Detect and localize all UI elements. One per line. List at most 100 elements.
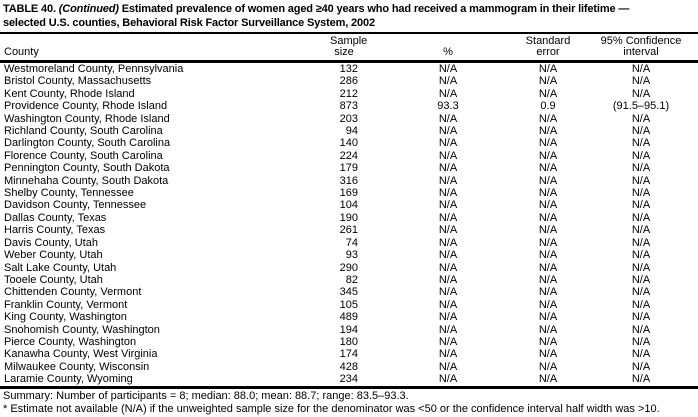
cell-percent: N/A <box>438 125 458 138</box>
cell-sample-size: 212 <box>339 87 358 100</box>
cell-percent: N/A <box>438 261 458 274</box>
column-header-sample-size: Sample size <box>330 34 390 63</box>
header-line1: Sample <box>330 35 368 47</box>
cell-standard-error: N/A <box>538 162 558 175</box>
header-line2: % <box>443 45 453 58</box>
cell-sample-size: 74 <box>345 236 358 249</box>
cell-percent: N/A <box>438 348 458 361</box>
cell-percent: N/A <box>438 199 458 212</box>
cell-confidence-interval: N/A <box>631 348 651 361</box>
title-line2: selected U.S. counties, Behavioral Risk … <box>3 17 375 29</box>
cell-confidence-interval: N/A <box>631 149 651 162</box>
cell-percent: N/A <box>438 360 458 373</box>
cell-standard-error: N/A <box>538 261 558 274</box>
cell-percent: N/A <box>438 112 458 125</box>
cell-confidence-interval: N/A <box>631 199 651 212</box>
cell-percent: N/A <box>438 87 458 100</box>
cell-confidence-interval: N/A <box>631 75 651 88</box>
cell-confidence-interval: N/A <box>631 63 651 75</box>
cell-standard-error: N/A <box>538 348 558 361</box>
cell-percent: N/A <box>438 298 458 311</box>
cell-standard-error: N/A <box>538 298 558 311</box>
prevalence-table: County Sample size % Standard error 95% … <box>0 34 698 386</box>
header-line1 <box>390 36 506 47</box>
cell-county: Laramie County, Wyoming <box>4 373 133 386</box>
cell-confidence-interval: N/A <box>631 125 651 138</box>
cell-sample-size: 179 <box>339 162 358 175</box>
table-row: Shelby County, Tennessee 169 N/A N/A N/A <box>0 187 698 199</box>
cell-confidence-interval: N/A <box>631 335 651 348</box>
cell-percent: 93.3 <box>437 100 459 113</box>
table-row: Salt Lake County, Utah 290 N/A N/A N/A <box>0 262 698 274</box>
cell-sample-size: 234 <box>339 373 358 386</box>
table-row: Chittenden County, Vermont 345 N/A N/A N/A <box>0 286 698 298</box>
cell-sample-size: 82 <box>345 273 358 286</box>
cell-standard-error: N/A <box>538 174 558 187</box>
table-row: Harris County, Texas 261 N/A N/A N/A <box>0 224 698 236</box>
header-line2: error <box>536 45 560 58</box>
cell-county: Kent County, Rhode Island <box>4 87 135 100</box>
cell-confidence-interval: N/A <box>631 360 651 373</box>
cell-sample-size: 174 <box>339 348 358 361</box>
table-row: Milwaukee County, Wisconsin 428 N/A N/A N/A <box>0 361 698 373</box>
cell-standard-error: N/A <box>538 236 558 249</box>
cell-standard-error: N/A <box>538 137 558 150</box>
cell-sample-size: 286 <box>339 75 358 88</box>
cell-confidence-interval: N/A <box>631 236 651 249</box>
cell-standard-error: N/A <box>538 112 558 125</box>
table-row: Darlington County, South Carolina 140 N/A N… <box>0 137 698 149</box>
column-header-standard-error: Standard error <box>506 34 590 63</box>
table-row: Pennington County, South Dakota 179 N/A N/A… <box>0 162 698 174</box>
header-line1: 95% Confidence <box>600 35 682 47</box>
cell-county: Shelby County, Tennessee <box>4 187 134 200</box>
table-row: King County, Washington 489 N/A N/A N/A <box>0 311 698 323</box>
cell-sample-size: 104 <box>339 199 358 212</box>
cell-sample-size: 93 <box>345 249 358 262</box>
column-header-county: County <box>0 34 330 63</box>
table-row: Laramie County, Wyoming 234 N/A N/A N/A <box>0 373 698 385</box>
cell-county: Providence County, Rhode Island <box>4 100 168 113</box>
cell-confidence-interval: N/A <box>631 311 651 324</box>
cell-sample-size: 345 <box>339 286 358 299</box>
cell-sample-size: 290 <box>339 261 358 274</box>
cell-sample-size: 428 <box>339 360 358 373</box>
cell-percent: N/A <box>438 323 458 336</box>
cell-standard-error: N/A <box>538 323 558 336</box>
cell-sample-size: 132 <box>339 63 358 75</box>
cell-sample-size: 194 <box>339 323 358 336</box>
table-title: TABLE 40. (Continued) Estimated prevalen… <box>0 0 698 34</box>
cell-percent: N/A <box>438 273 458 286</box>
cell-standard-error: N/A <box>538 75 558 88</box>
cell-percent: N/A <box>438 236 458 249</box>
cell-county: Pennington County, South Dakota <box>4 162 170 175</box>
cell-county: Harris County, Texas <box>4 224 106 237</box>
table-row: Bristol County, Massachusetts 286 N/A N/A N/… <box>0 75 698 87</box>
title-line1: TABLE 40. (Continued) Estimated prevalen… <box>3 3 629 15</box>
cell-county: Salt Lake County, Utah <box>4 261 117 274</box>
cell-standard-error: N/A <box>538 286 558 299</box>
cell-percent: N/A <box>438 311 458 324</box>
cell-confidence-interval: N/A <box>631 273 651 286</box>
table-row: Pierce County, Washington 180 N/A N/A N/A <box>0 336 698 348</box>
header-row: County Sample size % Standard error 95% … <box>0 34 698 63</box>
cell-standard-error: N/A <box>538 249 558 262</box>
cell-standard-error: N/A <box>538 335 558 348</box>
cell-percent: N/A <box>438 63 458 75</box>
cell-confidence-interval: N/A <box>631 162 651 175</box>
cell-standard-error: N/A <box>538 311 558 324</box>
cell-confidence-interval: N/A <box>631 112 651 125</box>
cell-confidence-interval: (91.5–95.1) <box>612 100 670 113</box>
cell-sample-size: 94 <box>345 125 358 138</box>
table-row: Providence County, Rhode Island 873 93.3 0.… <box>0 100 698 112</box>
cell-confidence-interval: N/A <box>631 87 651 100</box>
cell-county: King County, Washington <box>4 311 127 324</box>
cell-confidence-interval: N/A <box>631 137 651 150</box>
cell-percent: N/A <box>438 224 458 237</box>
cell-confidence-interval: N/A <box>631 211 651 224</box>
table-row: Westmoreland County, Pennsylvania 132 N/A N… <box>0 62 698 76</box>
cell-standard-error: N/A <box>538 199 558 212</box>
footnote-line: * Estimate not available (N/A) if the un… <box>3 402 660 415</box>
cell-confidence-interval: N/A <box>631 249 651 262</box>
cell-sample-size: 203 <box>339 112 358 125</box>
cell-standard-error: N/A <box>538 360 558 373</box>
